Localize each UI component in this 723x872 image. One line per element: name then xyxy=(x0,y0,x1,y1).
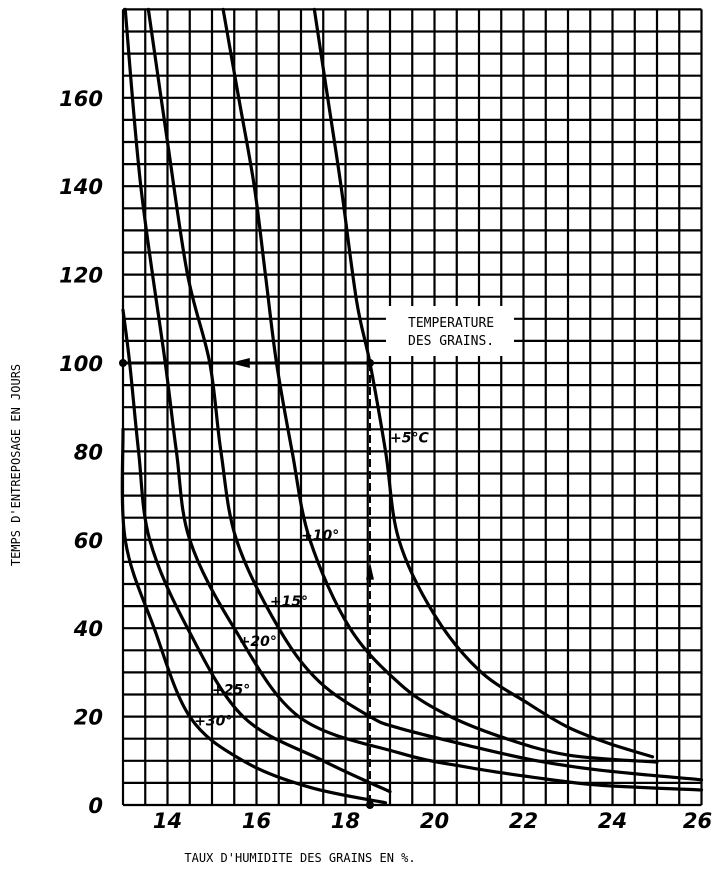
y-tick-label: 20 xyxy=(74,706,103,730)
y-tick-label: 120 xyxy=(59,264,103,288)
guide-point xyxy=(119,359,127,367)
series-label: +5°C xyxy=(390,431,429,447)
x-tick-label: 16 xyxy=(242,809,271,833)
curves xyxy=(120,7,704,805)
y-tick-label: 80 xyxy=(74,440,103,464)
series-curve xyxy=(123,7,704,792)
grid xyxy=(121,8,703,807)
x-tick-labels: 14 16 18 20 22 24 26 xyxy=(153,809,712,833)
series-label: +25° xyxy=(212,683,250,699)
x-axis-title: TAUX D'HUMIDITE DES GRAINS EN %. xyxy=(184,851,415,865)
annotation-line1: TEMPERATURE xyxy=(408,316,494,331)
series-curve xyxy=(221,7,659,764)
annotation-box xyxy=(386,306,514,356)
series-curve xyxy=(120,427,388,805)
y-tick-label: 0 xyxy=(88,794,103,818)
x-tick-label: 26 xyxy=(683,809,712,833)
series-label: +10° xyxy=(301,528,339,544)
annotation-line2: DES GRAINS. xyxy=(408,334,494,349)
guide-point xyxy=(365,801,374,809)
y-tick-label: 60 xyxy=(74,529,103,553)
curve-labels: +5°C +10° +15° +20° +25° +30° xyxy=(194,431,429,730)
arrow-left-icon xyxy=(229,358,250,368)
series-label: +20° xyxy=(239,634,277,650)
y-tick-label: 40 xyxy=(73,617,103,641)
series-curve xyxy=(121,308,392,794)
y-tick-labels: 0 20 40 60 80 100 120 140 160 xyxy=(59,87,103,818)
y-tick-label: 160 xyxy=(59,87,103,111)
series-curve xyxy=(146,7,704,782)
x-tick-label: 18 xyxy=(331,809,360,833)
series-label: +15° xyxy=(270,594,308,610)
x-tick-label: 24 xyxy=(598,809,627,833)
y-tick-label: 140 xyxy=(59,175,103,199)
series-curve xyxy=(312,7,655,759)
y-axis-title: TEMPS D'ENTREPOSAGE EN JOURS xyxy=(9,364,23,566)
y-tick-label: 100 xyxy=(59,352,103,376)
x-tick-label: 14 xyxy=(153,809,182,833)
series-label: +30° xyxy=(194,713,232,729)
x-tick-label: 20 xyxy=(420,809,449,833)
x-tick-label: 22 xyxy=(509,809,538,833)
arrow-up-icon xyxy=(365,561,374,580)
